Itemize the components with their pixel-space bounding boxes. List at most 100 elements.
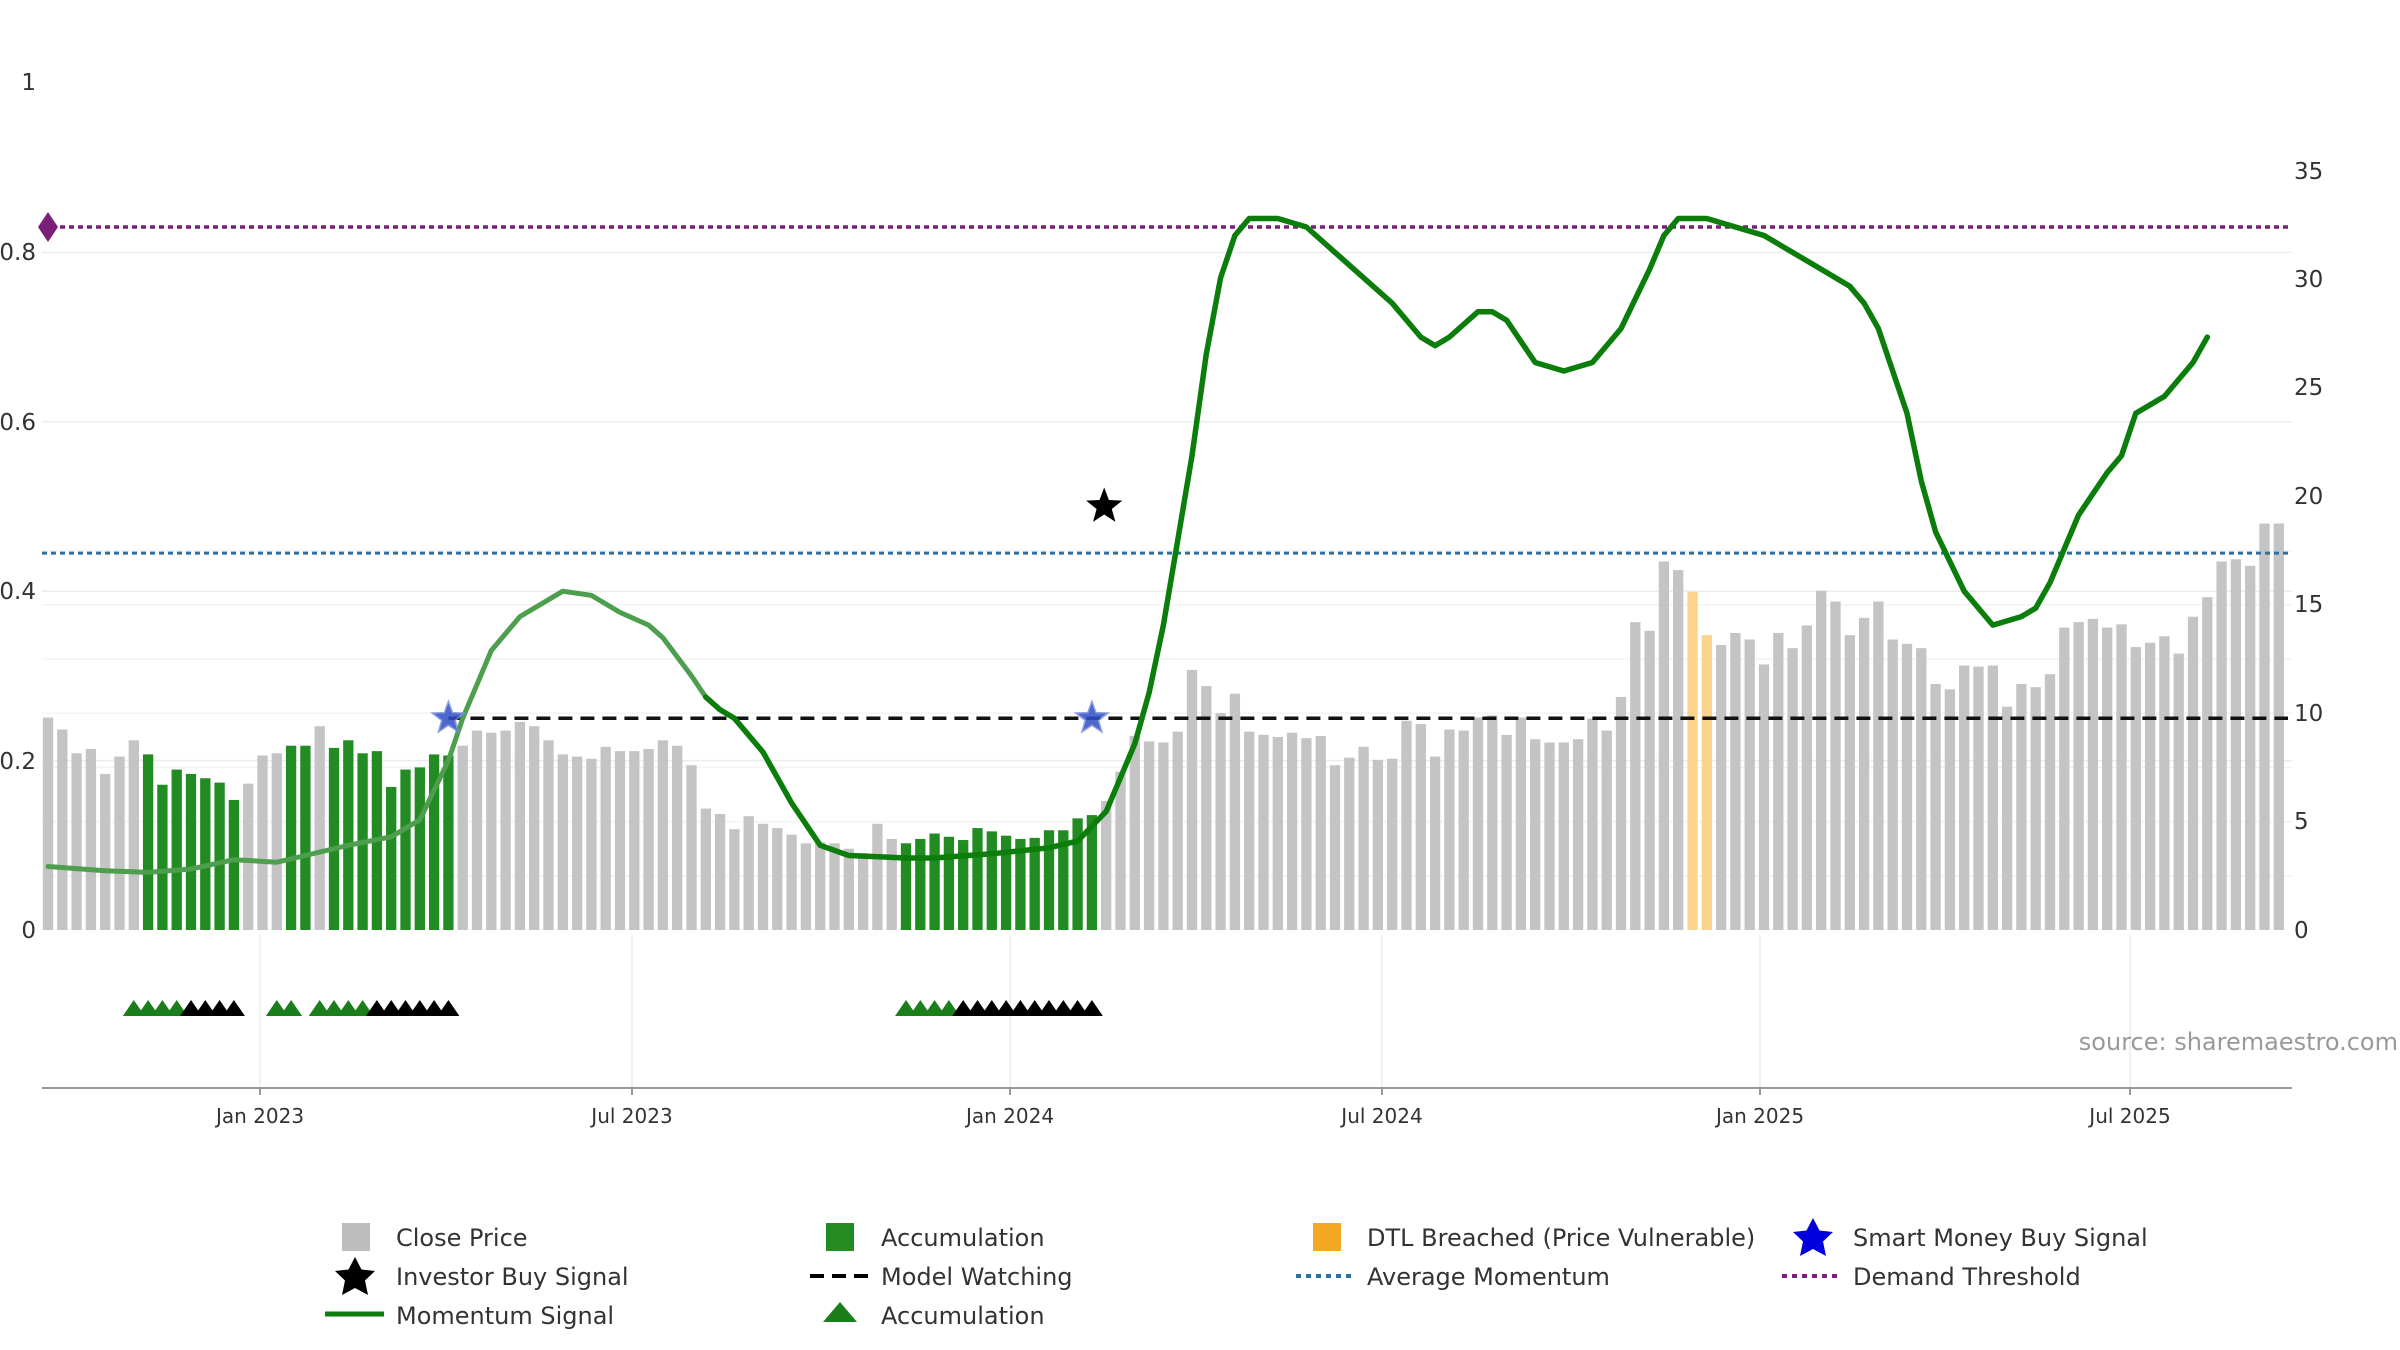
accumulation-triangle-black <box>423 1000 446 1016</box>
close-price-bar <box>114 756 125 930</box>
close-price-bar <box>2273 523 2284 930</box>
legend-smart-money-star-icon <box>1793 1218 1833 1256</box>
close-price-bar <box>614 751 626 930</box>
accumulation-triangle-black <box>966 1000 989 1016</box>
left-tick-label: 0.4 <box>0 579 36 605</box>
legend-label: Accumulation <box>881 1302 1045 1330</box>
close-price-bar <box>486 732 497 930</box>
accumulation-bar <box>328 747 340 930</box>
right-tick-label: 10 <box>2294 701 2323 727</box>
close-price-bar <box>1587 718 1598 930</box>
legend-label: Smart Money Buy Signal <box>1853 1224 2148 1252</box>
close-price-bar <box>71 753 82 930</box>
close-price-bar <box>557 754 568 930</box>
close-price-bar <box>1229 693 1241 930</box>
close-price-bar <box>1901 643 1913 930</box>
close-price-bar <box>829 843 840 930</box>
close-price-bar <box>2087 618 2099 930</box>
accumulation-bar <box>142 754 154 930</box>
demand-threshold-marker <box>38 211 58 242</box>
accumulation-bar <box>214 782 225 930</box>
x-tick-label: Jul 2023 <box>589 1104 672 1128</box>
close-price-bar <box>586 758 597 930</box>
close-price-bar <box>514 721 526 930</box>
close-price-bar <box>1387 758 1398 930</box>
accumulation-triangle-green <box>280 1000 303 1016</box>
accumulation-triangle-black <box>365 1000 388 1016</box>
close-price-bar <box>271 753 282 930</box>
close-price-bar <box>1530 739 1541 930</box>
legend-close-price-swatch <box>342 1223 370 1251</box>
accumulation-triangle-green <box>165 1000 188 1016</box>
close-price-bar <box>2016 683 2027 930</box>
accumulation-triangle-green <box>909 1000 932 1016</box>
close-price-bar <box>471 730 483 930</box>
close-price-bar <box>1873 601 1884 930</box>
accumulation-triangle-black <box>995 1000 1018 1016</box>
accumulation-bar <box>185 773 197 930</box>
x-tick-label: Jul 2025 <box>2087 1104 2170 1128</box>
accumulation-triangle-black <box>1009 1000 1032 1016</box>
close-price-bar <box>1816 590 1827 930</box>
accumulation-bar <box>900 843 912 930</box>
accumulation-triangle-black <box>1066 1000 1089 1016</box>
close-price-bar <box>1115 771 1126 930</box>
accumulation-triangle-black <box>980 1000 1003 1016</box>
accumulation-bar <box>228 799 240 930</box>
right-tick-label: 20 <box>2294 484 2323 510</box>
x-tick-label: Jan 2025 <box>1714 1104 1804 1128</box>
close-price-bar <box>1301 738 1312 930</box>
legend-label: Investor Buy Signal <box>396 1263 629 1291</box>
accumulation-triangle-black <box>1038 1000 1060 1016</box>
close-price-bar <box>1487 715 1498 930</box>
close-price-bar <box>1844 635 1855 930</box>
close-price-bar <box>128 740 139 930</box>
smart-money-buy-signal-icon <box>430 699 467 734</box>
close-price-bar <box>714 814 726 930</box>
close-price-bar <box>629 751 640 930</box>
accumulation-bar <box>1043 830 1055 930</box>
close-price-bar <box>2173 653 2184 930</box>
close-price-bar <box>500 730 511 930</box>
investor-buy-signal-icon <box>1086 487 1123 522</box>
accumulation-bar <box>285 745 297 930</box>
close-price-bar <box>1916 648 1927 930</box>
close-price-bar <box>1458 730 1469 930</box>
close-price-bar <box>2030 687 2041 930</box>
close-price-bar <box>2259 523 2270 930</box>
close-price-bar <box>42 717 54 930</box>
accumulation-triangle-green <box>351 1000 374 1016</box>
accumulation-bar <box>443 755 454 930</box>
close-price-bar <box>1758 664 1770 930</box>
accumulation-bar <box>400 769 411 930</box>
right-axis: 0 5 10 15 20 25 30 35 <box>2294 159 2323 944</box>
close-price-bar <box>2001 706 2013 930</box>
close-price-bar <box>100 773 111 930</box>
close-price-bar <box>2245 565 2256 930</box>
accumulation-bar <box>915 838 926 930</box>
close-price-bar <box>1801 625 1813 930</box>
close-price-bar <box>2116 624 2127 930</box>
accumulation-bar <box>1000 835 1012 930</box>
accumulation-triangle-black <box>1052 1000 1075 1016</box>
close-price-bar <box>2059 627 2070 930</box>
accumulation-triangle-black <box>194 1000 217 1016</box>
close-price-bar <box>786 834 797 930</box>
close-price-bar <box>886 838 897 930</box>
close-price-bar <box>1429 756 1441 930</box>
close-price-bar <box>1201 686 1212 930</box>
close-price-bar <box>1959 665 1970 930</box>
close-price-bar <box>1344 757 1355 930</box>
close-price-bar <box>1358 746 1369 930</box>
close-price-bar <box>243 783 254 930</box>
close-price-bar <box>457 745 468 930</box>
close-price-bar <box>1887 639 1898 930</box>
close-price-bar <box>800 843 812 930</box>
close-price-bar <box>1372 759 1384 930</box>
accumulation-triangle-black <box>180 1000 202 1016</box>
smart-money-buy-signal-icon <box>1073 699 1111 734</box>
accumulation-triangle-black <box>1023 1000 1046 1016</box>
accumulation-triangle-black <box>408 1000 431 1016</box>
close-price-bar <box>1572 739 1584 930</box>
